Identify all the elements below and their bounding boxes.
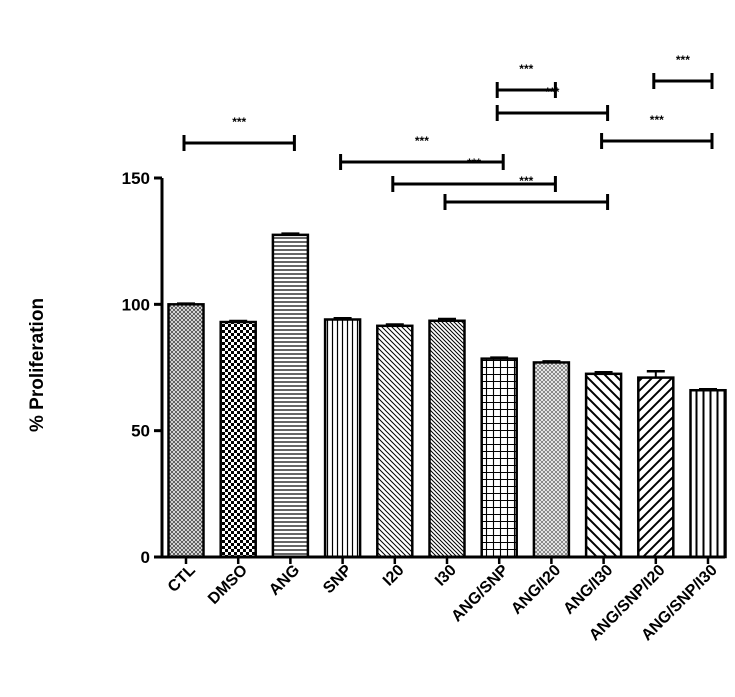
y-tick-label-100: 100 — [122, 295, 150, 314]
y-tick-label-50: 50 — [131, 422, 150, 441]
category-label-ctl: CTL — [165, 562, 199, 596]
bar-ctl — [167, 303, 205, 559]
bar-ang-snp-i30 — [689, 388, 727, 559]
category-label-i20: I20 — [380, 562, 408, 590]
sig-label-0: *** — [232, 115, 246, 129]
y-axis-label: % Proliferation — [27, 298, 48, 432]
bar-ang-i30 — [584, 372, 623, 559]
bar-dmso — [219, 320, 257, 559]
sig-label-6: *** — [650, 113, 664, 127]
bar-snp — [323, 318, 362, 559]
category-label-i30: I30 — [432, 562, 460, 590]
category-label-ang: ANG — [266, 562, 303, 599]
sig-label-4: *** — [545, 85, 559, 99]
bar-ang-snp — [480, 357, 518, 559]
bar-ang-i20 — [532, 361, 571, 559]
category-label-snp: SNP — [320, 562, 356, 598]
sig-label-2: *** — [467, 156, 481, 170]
y-tick-label-150: 150 — [122, 169, 150, 188]
sig-label-7: *** — [676, 53, 690, 67]
y-tick-label-0: 0 — [141, 548, 150, 567]
category-label-ang-snp: ANG/SNP — [448, 562, 512, 626]
sig-label-3: *** — [519, 174, 533, 188]
category-label-dmso: DMSO — [205, 562, 251, 608]
bar-ang — [271, 233, 310, 559]
sig-label-5: *** — [519, 62, 533, 76]
category-label-ang-i20: ANG/I20 — [508, 562, 564, 618]
bar-i20 — [376, 324, 414, 559]
bar-ang-snp-i20 — [637, 376, 675, 559]
bar-i30 — [428, 319, 466, 559]
sig-label-1: *** — [415, 134, 429, 148]
